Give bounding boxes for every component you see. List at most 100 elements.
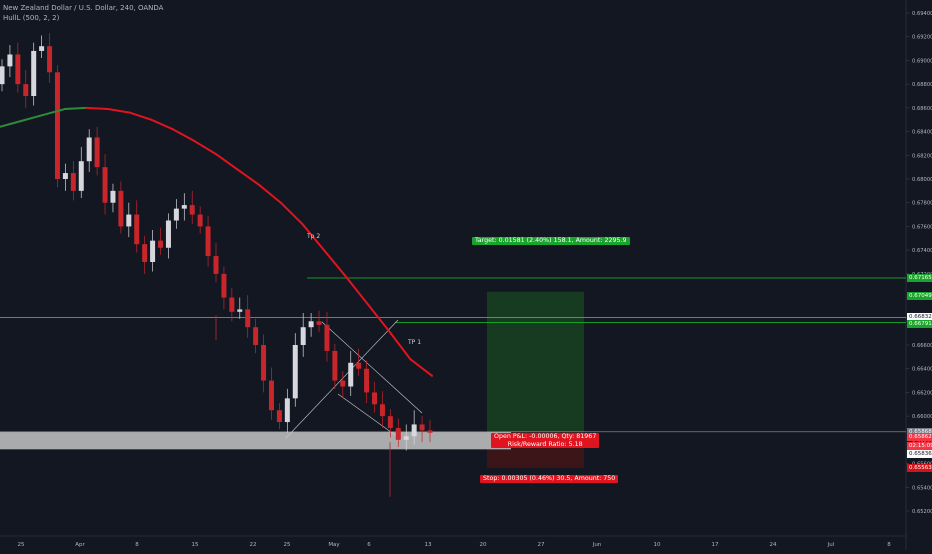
y-tick-label: 0.69400 [912,11,932,17]
indicator-title[interactable]: HullL (500, 2, 2) [3,14,60,22]
y-tick-label: 0.65200 [912,509,932,515]
tp2-label: Tp 2 [307,233,321,240]
candle-body [308,321,314,328]
price-scale-label: 0.65836 [907,449,932,458]
x-tick-label: Jul [827,542,835,548]
price-scale-label: 0.65563 [907,463,932,472]
candle-body [324,324,330,351]
hull-ma-segment [128,111,153,121]
candle-body [261,345,267,381]
candle-body [348,362,354,387]
target-zone [487,291,584,432]
hull-ma-segment [215,153,239,171]
candle-body [253,327,259,345]
y-tick-label: 0.68600 [912,106,932,112]
stop-label[interactable]: Stop: 0.00305 (0.46%) 30.5, Amount: 750 [480,475,619,483]
y-tick-label: 0.66400 [912,367,932,373]
candle-body [150,240,156,262]
x-tick-label: 6 [367,542,371,548]
open-pl-text: Open P&L: -0.00006, Qty: 81967 [494,433,597,440]
candle-body [332,350,338,381]
candle-body [118,190,124,227]
x-tick-label: 25 [284,542,291,548]
y-tick-label: 0.67600 [912,224,932,230]
y-tick-label: 0.65800 [912,438,932,444]
hull-ma-segment [20,113,45,122]
y-tick-label: 0.66600 [912,343,932,349]
candle-body [276,410,282,423]
wedge-lower-trendline [337,393,403,441]
candle-body [86,137,92,162]
hull-ma-segment [42,108,66,116]
candle-body [110,190,116,203]
x-tick-label: Jun [592,542,602,548]
price-scale-label: 0.67165 [907,274,932,282]
y-tick-label: 0.68000 [912,177,932,183]
y-tick-label: 0.66000 [912,414,932,420]
candle-body [181,205,187,209]
candle-body [300,327,306,345]
y-tick-label: 0.65400 [912,485,932,491]
x-tick-label: 27 [538,542,545,548]
candle-body [237,309,243,312]
candle-body [419,424,425,431]
wedge-upper-trendline [321,321,423,414]
candle-body [0,66,5,85]
candle-body [173,208,179,221]
x-tick-label: 15 [192,542,199,548]
x-tick-label: 24 [770,542,777,548]
candle-body [62,173,68,179]
y-tick-label: 0.69000 [912,58,932,64]
candle-body [229,297,235,312]
x-tick-label: 8 [135,542,139,548]
candle-body [340,380,346,387]
hull-ma-segment [171,128,196,143]
candle-body [387,416,393,428]
candle-body [284,398,290,423]
chart-legend: New Zealand Dollar / U.S. Dollar, 240, O… [3,3,163,23]
hull-ma-segment [150,118,174,131]
hull-ma-segment [193,140,217,156]
hull-ma-segment [236,168,261,186]
y-tick-label: 0.68200 [912,153,932,159]
candle-body [395,428,401,440]
candle-body [372,392,378,405]
candle-body [379,404,385,417]
candle-body [245,309,251,328]
x-tick-label: 17 [712,542,719,548]
candle-body [165,220,171,248]
candle-body [78,161,84,191]
candle-body [70,173,76,191]
candle-body [31,50,37,96]
candle-body [316,321,322,325]
symbol-title[interactable]: New Zealand Dollar / U.S. Dollar, 240, O… [3,4,164,12]
y-tick-label: 0.69200 [912,35,932,41]
y-tick-label: 0.66200 [912,390,932,396]
risk-reward-text: Risk/Reward Ratio: 5.18 [507,440,583,448]
x-tick-label: 10 [654,542,661,548]
y-tick-label: 0.68400 [912,130,932,136]
price-scale-label: 0.65862 [907,432,932,441]
breakout-trendline [285,319,399,439]
price-scale-label: 0.65868 [907,427,932,436]
candle-body [197,214,203,227]
hull-ma-segment [107,108,131,114]
candle-body [158,240,164,248]
candle-body [427,430,433,433]
candle-body [54,72,60,179]
candle-body [126,214,132,227]
candle-body [356,362,362,369]
candle-body [403,436,409,440]
candle-body [7,54,13,67]
hull-ma-segment [0,119,23,128]
hull-ma-segment [344,275,369,305]
x-tick-label: May [328,542,340,548]
x-tick-label: 22 [250,542,257,548]
target-label[interactable]: Target: 0.01581 (2.40%) 158.1, Amount: 2… [472,237,630,245]
y-tick-label: 0.68800 [912,82,932,88]
open-pl-label[interactable]: Open P&L: -0.00006, Qty: 81967 Risk/Rewa… [491,433,600,448]
candle-body [411,424,417,437]
